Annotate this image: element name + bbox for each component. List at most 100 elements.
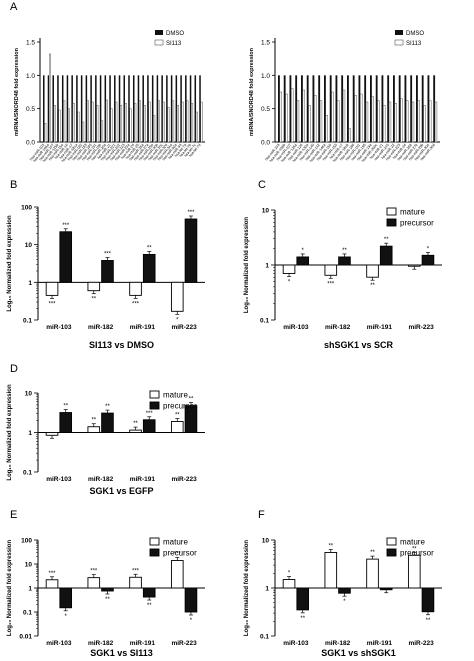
legend-label-mature: mature — [400, 538, 425, 547]
bar-dmso — [341, 75, 344, 142]
bar-si113 — [96, 105, 99, 143]
significance-label: * — [288, 571, 291, 577]
bar-si113 — [77, 111, 80, 143]
bar-mature — [45, 579, 59, 589]
bar-dmso — [312, 75, 315, 142]
significance-label: *** — [174, 551, 182, 557]
bar-precursor — [296, 256, 310, 266]
bar-si113 — [53, 105, 56, 143]
bar-dmso — [156, 75, 159, 142]
bar-si113 — [406, 100, 409, 143]
legend-label-dmso: DMSO — [406, 31, 424, 37]
x-tick-label: miR-103 — [46, 640, 72, 647]
legend-label-mature: mature — [163, 391, 188, 400]
bar-dmso — [104, 75, 107, 142]
bar-mature — [407, 264, 421, 267]
bar-dmso — [185, 75, 187, 142]
bar-dmso — [199, 75, 201, 142]
bar-dmso — [358, 75, 361, 142]
bar-si113 — [423, 105, 426, 143]
bar-dmso — [161, 75, 163, 142]
y-axis-label: miRNA/SNORD48 fold expression — [249, 47, 255, 136]
bar-si113 — [148, 101, 151, 143]
bar-si113 — [291, 88, 294, 143]
x-tick-label: miR-223 — [408, 640, 434, 647]
bar-si113 — [302, 89, 305, 143]
y-tick-label: 0.0 — [261, 140, 270, 147]
bar-si113 — [91, 101, 94, 143]
bar-si113 — [331, 91, 334, 143]
y-tick-label: 1 — [28, 430, 32, 437]
y-axis-label: Log₁₀ Normalized fold expression — [244, 217, 250, 314]
chart-title: SI113 vs DMSO — [89, 340, 154, 350]
bar-si113 — [434, 101, 438, 143]
bar-dmso — [416, 75, 418, 142]
bar-mature — [324, 264, 338, 276]
x-tick-label: miR-191 — [130, 640, 156, 647]
panel-letter-c: C — [258, 179, 266, 191]
x-tick-label: miR-191 — [130, 324, 156, 331]
significance-label: ** — [426, 618, 431, 624]
x-tick-label: miR-223 — [171, 476, 197, 483]
y-tick-label: 0.1 — [23, 470, 32, 477]
bar-si113 — [153, 115, 156, 143]
bar-dmso — [433, 75, 436, 142]
bar-dmso — [147, 75, 149, 142]
y-tick-label: 0.5 — [261, 106, 270, 113]
bar-dmso — [189, 75, 192, 142]
legend-label-precursor: precursor — [163, 402, 197, 411]
bar-si113 — [342, 89, 346, 143]
significance-label: ** — [342, 248, 347, 254]
bar-si113 — [365, 101, 369, 143]
bar-si113 — [308, 105, 311, 143]
bar-mature — [87, 577, 101, 589]
bar-dmso — [85, 75, 88, 142]
significance-label: ** — [147, 603, 152, 609]
bar-dmso — [364, 75, 367, 142]
bar-dmso — [347, 75, 349, 142]
legend-swatch-mature — [149, 537, 160, 546]
bar-dmso — [61, 75, 64, 142]
bar-si113 — [383, 105, 386, 143]
significance-label: ** — [175, 412, 180, 418]
y-tick-label: 10 — [25, 391, 33, 398]
x-tick-label: miR-103 — [283, 640, 309, 647]
bar-si113 — [195, 111, 198, 143]
significance-label: ** — [133, 421, 138, 427]
panel-letters: A B C D E F — [10, 1, 266, 521]
bar-dmso — [180, 75, 182, 142]
y-tick-label: 1 — [265, 586, 269, 593]
bar-si113 — [105, 99, 108, 143]
bar-dmso — [118, 75, 121, 142]
x-tick-label: miR-191 — [130, 476, 156, 483]
bar-mature — [129, 281, 142, 296]
chart-title: SGK1 vs SI113 — [90, 648, 153, 658]
significance-label: *** — [104, 251, 112, 257]
bar-si113 — [191, 103, 194, 143]
bar-dmso — [66, 75, 69, 142]
bar-si113 — [319, 100, 323, 143]
bar-si113 — [371, 96, 374, 143]
y-tick-label: 0.1 — [23, 610, 32, 617]
panel-letter-f: F — [258, 509, 265, 521]
y-tick-label: 0.01 — [19, 634, 32, 641]
bar-si113 — [314, 95, 317, 143]
chart-title: SGK1 vs EGFP — [89, 486, 153, 496]
y-tick-label: 1.5 — [26, 40, 35, 47]
bar-si113 — [176, 105, 179, 143]
y-tick-label: 0.1 — [23, 318, 32, 325]
y-tick-label: 1 — [265, 263, 269, 270]
bar-dmso — [142, 75, 144, 142]
bar-dmso — [410, 75, 413, 142]
legend-swatch-precursor — [149, 548, 160, 557]
x-tick-label: miR-223 — [408, 324, 434, 331]
bar-mature — [129, 576, 142, 589]
significance-label: * — [190, 618, 193, 624]
screen-chart-2: 0.0 0.5 1.0 1.5 miRNA/SNORD48 fold expressio… — [249, 30, 440, 163]
significance-label: *** — [187, 210, 195, 216]
chart-panel-d: 0.1 1 10 Log₁₀ Normalized fold expression **… — [7, 384, 205, 496]
x-tick-label: miR-182 — [88, 324, 114, 331]
